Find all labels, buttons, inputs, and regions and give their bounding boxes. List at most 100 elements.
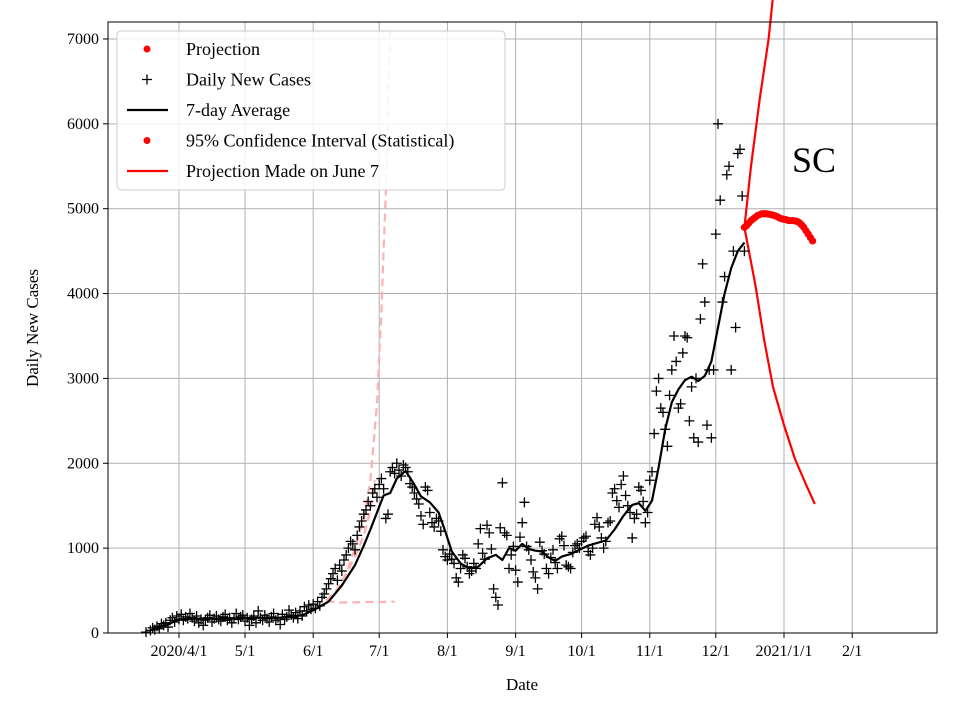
- data-point: [644, 475, 655, 486]
- data-point: [237, 610, 248, 621]
- y-tick-label: 4000: [67, 286, 99, 303]
- data-point: [347, 538, 358, 549]
- data-point: [411, 493, 422, 504]
- data-point: [737, 190, 748, 201]
- data-point: [534, 537, 545, 548]
- data-point: [739, 246, 750, 257]
- data-point: [460, 553, 470, 564]
- data-point: [651, 386, 662, 397]
- data-point: [394, 465, 404, 476]
- data-point: [449, 558, 459, 569]
- data-point: [552, 563, 563, 574]
- y-tick-label: 6000: [67, 116, 99, 133]
- data-point: [490, 592, 501, 603]
- data-point: [413, 499, 424, 510]
- series-line-95-ci-upper: [743, 0, 774, 228]
- data-point: [325, 573, 336, 584]
- plot-frame: [107, 21, 938, 634]
- data-point: [277, 609, 288, 620]
- data-point: [303, 599, 314, 610]
- series-daily-new-cases: [141, 118, 750, 638]
- data-point: [539, 549, 550, 560]
- legend: Projection Daily New Cases 7-day Average 95…: [116, 30, 506, 191]
- data-point: [462, 561, 473, 572]
- data-point: [222, 615, 233, 626]
- data-point: [328, 568, 338, 579]
- data-point: [369, 483, 380, 494]
- data-point: [345, 536, 356, 547]
- data-point: [638, 496, 649, 507]
- data-point: [182, 613, 193, 624]
- y-tick-label: 2000: [67, 455, 99, 472]
- data-point: [607, 487, 618, 498]
- x-tick-label: 10/1: [567, 643, 595, 660]
- data-point: [655, 403, 666, 414]
- data-point: [433, 515, 444, 526]
- x-axis-title: Date: [506, 675, 538, 694]
- x-tick-label: 2021/1/1: [756, 643, 813, 660]
- data-point: [589, 519, 600, 530]
- data-point: [600, 536, 611, 547]
- data-point: [519, 497, 530, 508]
- data-point: [339, 555, 349, 566]
- data-point: [497, 477, 508, 488]
- data-point: [200, 615, 211, 626]
- data-point: [706, 432, 717, 443]
- data-point: [631, 509, 642, 520]
- y-tick-label: 1000: [67, 540, 99, 557]
- data-point: [693, 437, 704, 448]
- data-point: [512, 577, 523, 588]
- series-projection-made-on-june-7-lower: [326, 599, 395, 604]
- data-point: [671, 356, 682, 367]
- data-point: [618, 471, 629, 482]
- data-point: [383, 509, 393, 520]
- data-point: [697, 258, 708, 269]
- data-point: [176, 609, 187, 620]
- data-point: [504, 563, 514, 574]
- data-point: [376, 473, 387, 484]
- data-point: [530, 572, 541, 583]
- data-point: [501, 530, 512, 541]
- series-projection-made-on-june-7-upper: [325, 480, 376, 602]
- data-point: [664, 390, 675, 401]
- data-point: [475, 523, 486, 534]
- data-point: [429, 521, 440, 532]
- data-point: [611, 495, 622, 506]
- data-point: [702, 420, 712, 431]
- data-point: [400, 462, 411, 473]
- data-point: [435, 526, 446, 537]
- data-point: [264, 616, 275, 627]
- data-point: [594, 521, 605, 532]
- x-tick-label: 2/1: [842, 643, 862, 660]
- legend-marker-plus: [142, 74, 152, 85]
- data-point: [574, 543, 585, 554]
- data-point: [361, 504, 371, 515]
- data-point: [563, 561, 574, 572]
- chart-annotation: SC: [792, 140, 836, 180]
- series-95-ci-lower: [743, 227, 816, 505]
- y-axis-title: Daily New Cases: [23, 269, 42, 387]
- data-point: [226, 617, 237, 628]
- data-point: [169, 616, 180, 627]
- data-point: [691, 373, 701, 384]
- data-point: [160, 617, 171, 628]
- data-point: [167, 612, 178, 623]
- data-point: [165, 615, 176, 626]
- data-point: [334, 560, 345, 571]
- data-point: [508, 541, 519, 552]
- legend-marker-dot: [143, 45, 151, 53]
- data-point: [156, 618, 167, 629]
- data-point: [275, 619, 286, 630]
- data-point: [543, 568, 554, 579]
- x-tick-label: 11/1: [636, 643, 664, 660]
- data-point: [477, 548, 488, 559]
- data-point: [636, 485, 646, 496]
- data-point: [163, 622, 173, 633]
- data-point: [598, 543, 609, 554]
- data-point: [279, 614, 290, 625]
- data-point: [354, 521, 365, 532]
- data-point: [312, 596, 323, 607]
- data-point: [257, 615, 268, 626]
- data-point: [446, 554, 457, 565]
